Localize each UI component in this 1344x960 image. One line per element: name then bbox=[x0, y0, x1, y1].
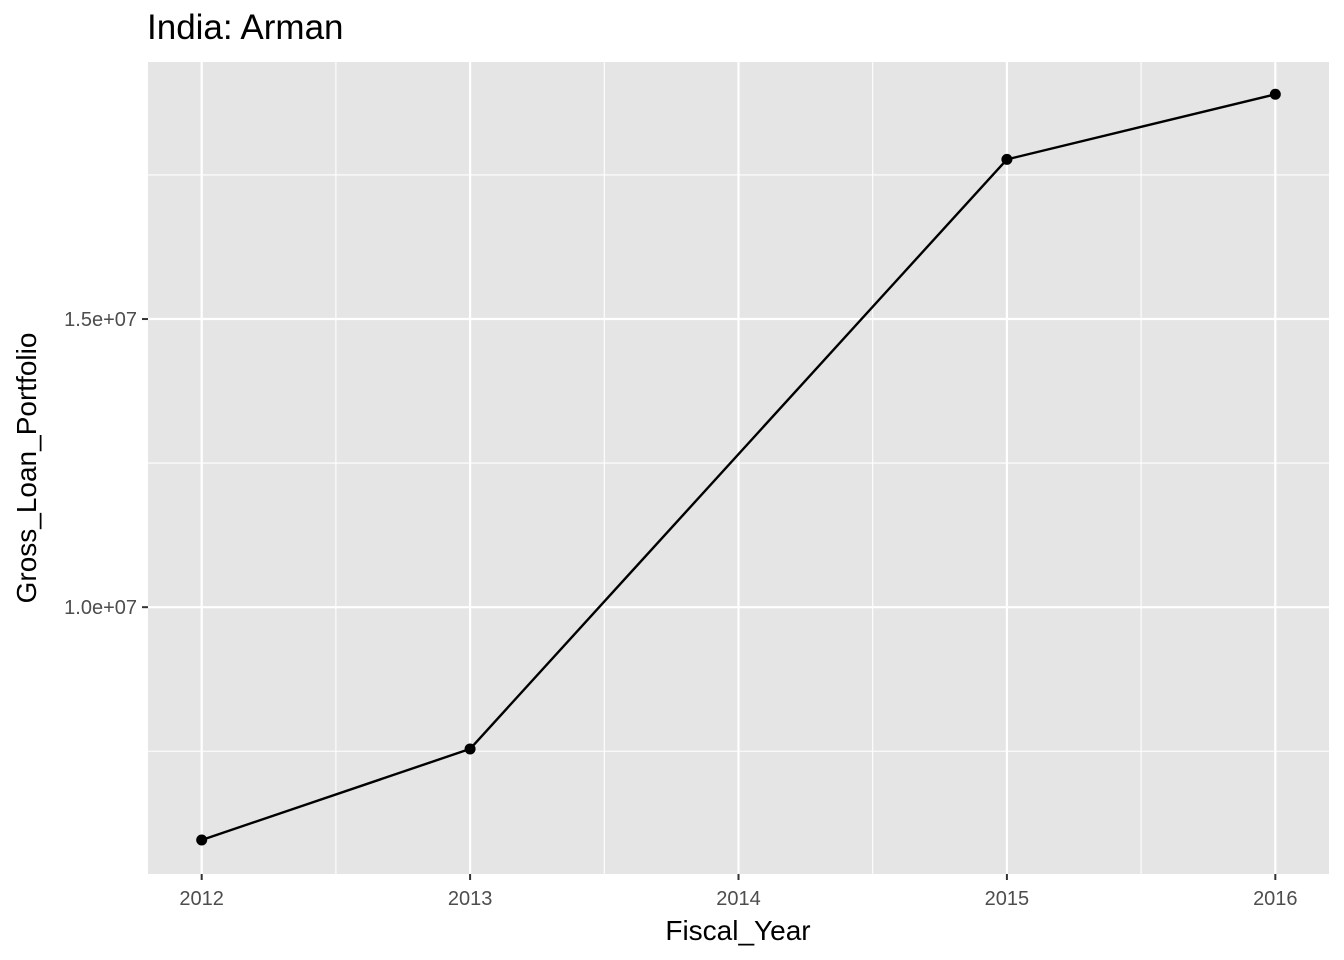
x-axis: 2012 2013 2014 2015 2016 bbox=[179, 874, 1298, 910]
x-tick-label: 2013 bbox=[448, 888, 493, 910]
major-gridlines bbox=[148, 62, 1329, 874]
x-tick-label: 2016 bbox=[1253, 888, 1298, 910]
x-tick-label: 2015 bbox=[985, 888, 1030, 910]
data-point bbox=[464, 743, 476, 755]
y-axis: 1.0e+07 1.5e+07 bbox=[64, 309, 148, 619]
series-layer bbox=[196, 88, 1281, 846]
plot-area bbox=[148, 62, 1329, 874]
y-tick-label: 1.0e+07 bbox=[64, 597, 137, 619]
data-point bbox=[196, 834, 208, 846]
y-axis-title: Gross_Loan_Portfolio bbox=[11, 333, 42, 604]
x-tick-label: 2014 bbox=[716, 888, 761, 910]
chart-title: India: Arman bbox=[147, 8, 344, 47]
data-point bbox=[1001, 153, 1013, 165]
x-tick-label: 2012 bbox=[179, 888, 224, 910]
data-point bbox=[1269, 88, 1281, 100]
x-axis-title: Fiscal_Year bbox=[665, 915, 810, 946]
series-line bbox=[201, 93, 1276, 842]
y-tick-label: 1.5e+07 bbox=[64, 309, 137, 331]
